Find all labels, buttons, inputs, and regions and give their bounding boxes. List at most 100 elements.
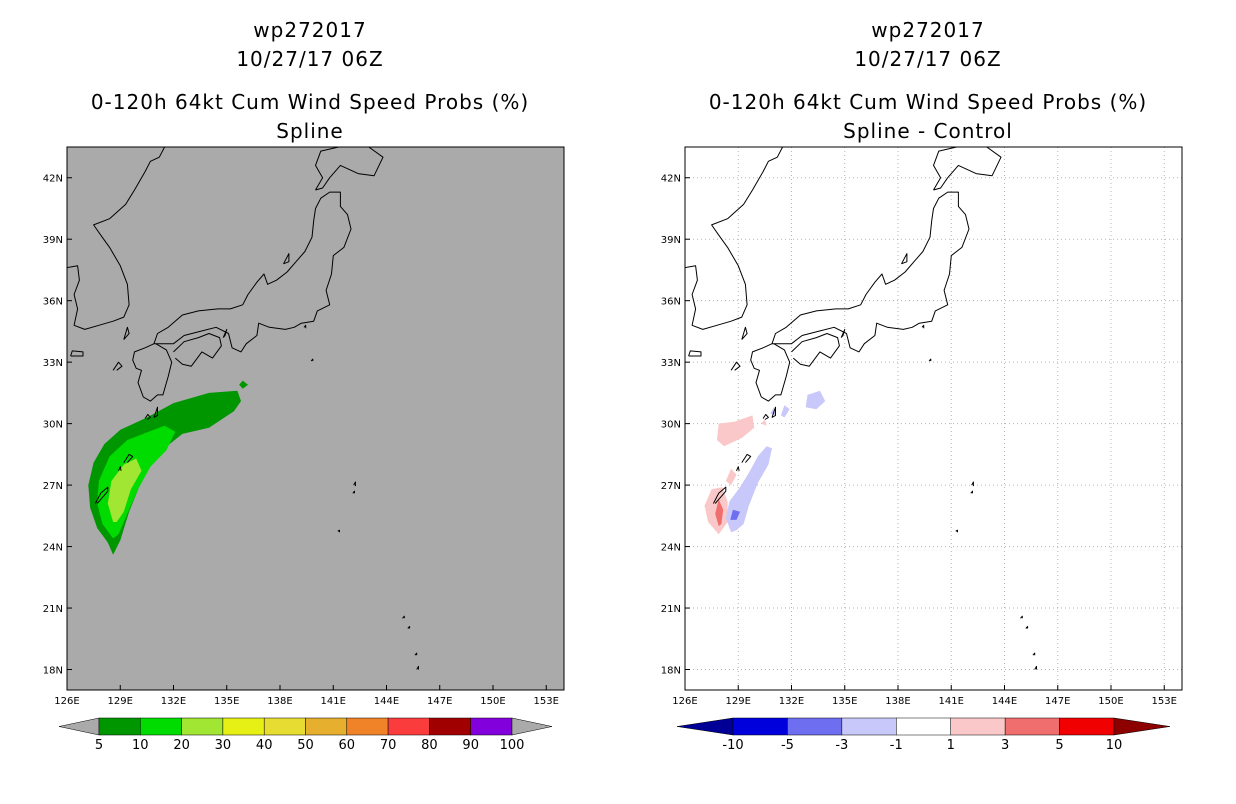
- left-colorbar-label-5: 50: [297, 738, 314, 753]
- left-plot-area: [67, 147, 564, 690]
- left-coastline-goto: [112, 361, 123, 371]
- left-title-line-4: Spline: [276, 119, 343, 143]
- left-y-tick-label-5: 33N: [43, 358, 63, 369]
- right-title-line-1: wp272017: [871, 18, 984, 42]
- left-coastline-izu-oshima: [303, 324, 307, 329]
- right-colorbar-label-5: 3: [1001, 738, 1009, 753]
- right-prob-region-1: [715, 499, 724, 527]
- left-coastline-yakushima: [144, 413, 151, 420]
- left-colorbar-label-9: 90: [462, 738, 479, 753]
- left-colorbar-swatch-8: [429, 717, 471, 736]
- left-coastline-maug: [407, 626, 411, 629]
- right-coastline-yakushima: [762, 413, 769, 420]
- left-colorbar-label-7: 70: [380, 738, 397, 753]
- right-title-line-4: Spline - Control: [843, 119, 1013, 143]
- right-colorbar-label-0: -10: [722, 738, 743, 753]
- left-y-tick-label-1: 21N: [43, 604, 63, 615]
- left-colorbar-arrow-right: [511, 717, 553, 736]
- left-coastline-pagan: [416, 665, 419, 670]
- left-coastline-amami: [123, 453, 134, 463]
- right-colorbar-swatch-2: [841, 717, 897, 736]
- left-coastline-anatahan: [415, 702, 417, 704]
- right-coastline-awaji: [840, 328, 846, 338]
- left-plot-frame: [66, 146, 565, 691]
- left-y-tick-label-4: 30N: [43, 420, 63, 431]
- right-prob-region-9: [770, 407, 776, 416]
- left-title-line-1: wp272017: [253, 18, 366, 42]
- right-y-tick-label-1: 21N: [661, 604, 681, 615]
- right-colorbar-label-2: -3: [835, 738, 848, 753]
- right-x-tick-label-7: 147E: [1045, 696, 1070, 707]
- left-coastline-shikoku: [173, 333, 222, 367]
- left-x-tick-label-2: 132E: [161, 696, 186, 707]
- right-colorbar-label-1: -5: [781, 738, 794, 753]
- left-colorbar-swatch-6: [346, 717, 389, 736]
- left-x-tick-label-8: 150E: [480, 696, 505, 707]
- left-colorbar-swatch-1: [140, 717, 182, 736]
- left-coastline-tsushima: [123, 326, 130, 340]
- left-coastline-hachijojima: [310, 358, 314, 362]
- right-colorbar-arrow-right: [1113, 717, 1171, 736]
- right-y-tick-label-7: 39N: [661, 235, 681, 246]
- left-colorbar-swatch-7: [387, 717, 430, 736]
- right-colorbar-label-7: 10: [1106, 738, 1123, 753]
- left-y-tick-label-6: 36N: [43, 297, 63, 308]
- right-y-tick-label-4: 30N: [661, 420, 681, 431]
- right-x-tick-label-5: 141E: [939, 696, 964, 707]
- left-coastline-honshu: [153, 191, 352, 353]
- right-colorbar-label-3: -1: [890, 738, 903, 753]
- right-coastline-amami: [741, 453, 752, 463]
- right-coastline-shikoku: [791, 333, 840, 367]
- left-prob-region-2: [107, 458, 142, 522]
- left-coastline-miyako: [53, 528, 58, 532]
- panel-left: wp272017 10/27/17 06Z 0-120h 64kt Cum Wi…: [43, 18, 565, 753]
- panel-right: wp272017 10/27/17 06Z 0-120h 64kt Cum Wi…: [661, 18, 1183, 753]
- right-coastline-miyako: [671, 528, 676, 532]
- right-y-tick-label-6: 36N: [661, 297, 681, 308]
- right-y-tick-label-3: 27N: [661, 481, 681, 492]
- right-x-tick-label-0: 126E: [672, 696, 697, 707]
- right-prob-region-2: [725, 468, 737, 486]
- left-colorbar-label-1: 10: [132, 738, 149, 753]
- left-x-tick-label-4: 138E: [267, 696, 292, 707]
- left-x-tick-label-1: 129E: [108, 696, 133, 707]
- left-coastline-agrihan: [414, 652, 418, 656]
- right-colorbar-label-4: 1: [947, 738, 955, 753]
- left-coastline-awaji: [222, 328, 228, 338]
- right-prob-region-7: [780, 405, 790, 418]
- right-plot-area: [685, 147, 1182, 690]
- left-coastline-korea: [67, 147, 166, 330]
- left-title-line-2: 10/27/17 06Z: [236, 47, 383, 71]
- right-colorbar-arrow-left: [676, 717, 734, 736]
- left-x-tick-label-7: 147E: [427, 696, 452, 707]
- right-colorbar-swatch-0: [732, 717, 788, 736]
- left-coastline-tokunoshima: [118, 466, 122, 472]
- right-colorbar-label-6: 5: [1055, 738, 1063, 753]
- right-prob-region-8: [805, 390, 826, 410]
- left-title-line-3: 0-120h 64kt Cum Wind Speed Probs (%): [91, 90, 529, 114]
- left-colorbar-label-4: 40: [256, 738, 273, 753]
- left-coastline-sado: [283, 253, 290, 265]
- left-colorbar-swatch-0: [98, 717, 141, 736]
- right-plot-frame: [684, 146, 1183, 691]
- right-x-tick-label-3: 135E: [832, 696, 857, 707]
- right-x-tick-label-1: 129E: [726, 696, 751, 707]
- right-coastline-kyushu: [750, 343, 791, 402]
- right-coastline-hokkaido: [933, 147, 1002, 191]
- right-prob-region-3: [716, 415, 755, 447]
- right-y-tick-label-0: 18N: [661, 666, 681, 677]
- left-colorbar-label-10: 100: [500, 738, 525, 753]
- left-coastline-chichijima: [353, 481, 356, 487]
- right-coastline-hachijojima: [928, 358, 932, 362]
- left-x-tick-label-5: 141E: [321, 696, 346, 707]
- left-coastline-tanegashima: [153, 406, 158, 418]
- left-y-tick-label-8: 42N: [43, 174, 63, 185]
- right-y-tick-label-8: 42N: [661, 174, 681, 185]
- right-coastline-anatahan: [1033, 702, 1035, 704]
- right-colorbar-swatch-6: [1059, 717, 1115, 736]
- left-coastline-hahajima: [352, 490, 355, 494]
- right-coastline-iwo-jima: [955, 529, 958, 533]
- right-coastline-agrihan: [1032, 652, 1036, 656]
- left-x-tick-label-3: 135E: [214, 696, 239, 707]
